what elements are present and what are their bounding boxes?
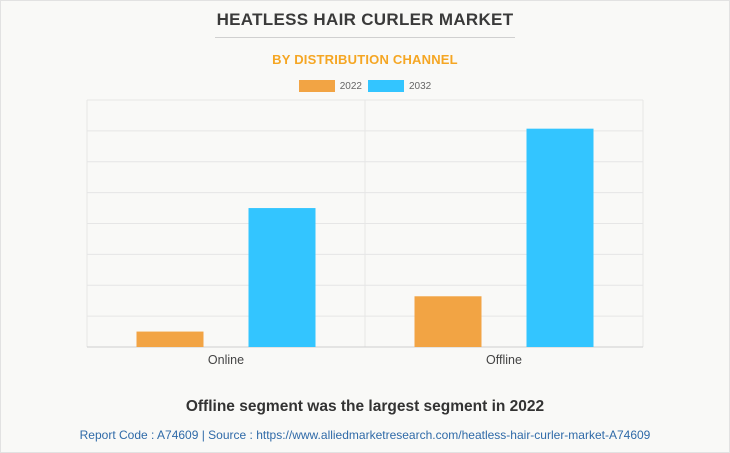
bar-2022-offline[interactable] <box>414 296 482 347</box>
x-tick-label: Online <box>208 353 244 367</box>
legend-swatch-2032 <box>368 80 404 92</box>
legend-item-2022[interactable]: 2022 <box>298 80 362 92</box>
bar-2022-online[interactable] <box>136 331 204 347</box>
bar-2032-online[interactable] <box>248 208 316 347</box>
legend-label-2032: 2032 <box>409 80 432 92</box>
legend-item-2032[interactable]: 2032 <box>368 80 431 92</box>
title-divider <box>215 37 515 38</box>
chart-legend: 2022 2032 <box>0 80 730 92</box>
legend-label-2022: 2022 <box>339 80 362 92</box>
source-footer[interactable]: Report Code : A74609 | Source : https://… <box>79 428 651 442</box>
x-tick-label: Offline <box>486 353 522 367</box>
bar-2032-offline[interactable] <box>526 128 594 347</box>
chart-subtitle: BY DISTRIBUTION CHANNEL <box>272 52 458 67</box>
chart-title: HEATLESS HAIR CURLER MARKET <box>216 10 514 29</box>
legend-swatch-2022 <box>298 80 335 92</box>
chart-headline: Offline segment was the largest segment … <box>185 398 545 415</box>
